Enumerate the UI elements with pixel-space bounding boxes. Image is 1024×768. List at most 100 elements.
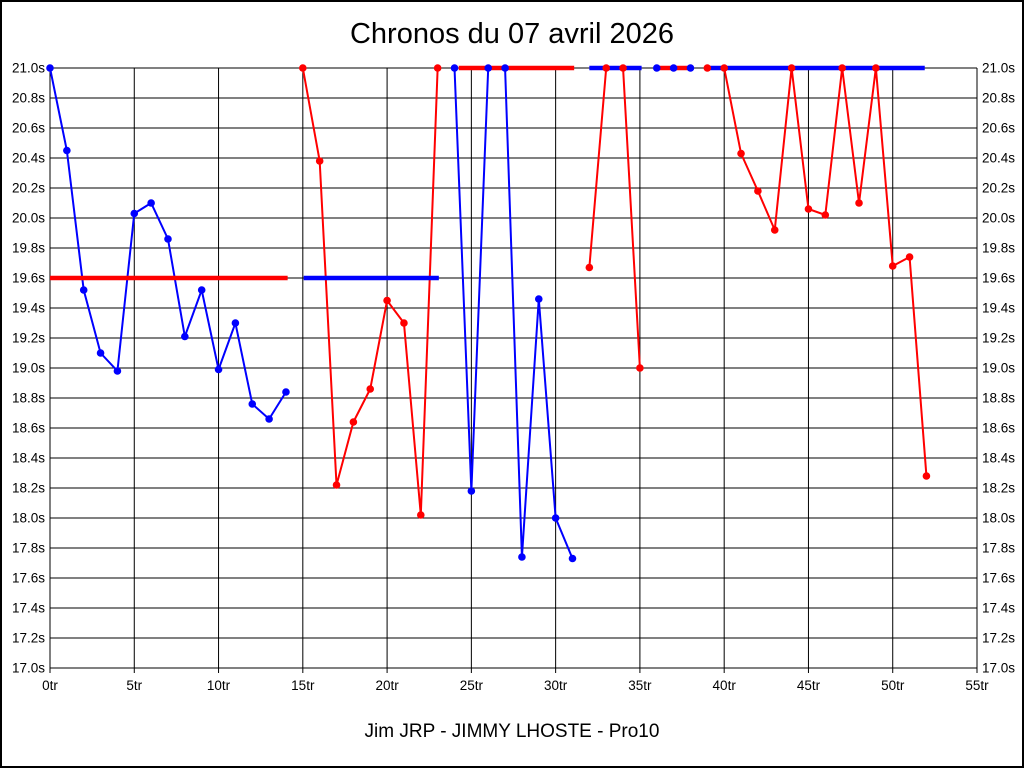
y-tick-label-left: 20.2s [12,181,45,196]
y-tick-label-right: 19.6s [982,271,1015,286]
driver-blue-point [130,209,139,218]
y-tick-label-right: 17.2s [982,631,1015,646]
y-tick-label-right: 19.0s [982,361,1015,376]
driver-red-point [299,64,307,72]
driver-red-point [433,64,442,72]
driver-red-line [707,67,928,477]
y-tick-label-left: 20.0s [12,211,45,226]
y-tick-label-right: 17.6s [982,571,1015,586]
driver-red-point [872,64,880,72]
y-tick-label-left: 21.0s [12,61,45,76]
y-tick-label-right: 17.8s [982,541,1015,556]
y-tick-label-left: 18.8s [12,391,45,406]
y-tick-label-left: 17.4s [12,601,45,616]
driver-red-point [383,296,391,305]
driver-blue-point [551,514,560,522]
y-tick-label-right: 21.0s [982,61,1015,76]
driver-red-point [754,187,762,195]
y-tick-label-right: 20.4s [982,151,1015,166]
x-tick-label: 50tr [881,678,905,693]
driver-red-point [332,481,341,489]
driver-red-point [636,364,644,372]
y-tick-label-left: 20.6s [12,121,45,136]
driver-blue-point [501,64,509,72]
driver-blue-point [197,286,206,294]
driver-red-point [737,149,745,158]
driver-blue-point [686,64,695,72]
driver-red-point [315,157,324,165]
driver-red-point [366,385,375,393]
y-tick-label-left: 20.4s [12,151,45,166]
driver-red-point [400,319,408,327]
driver-red-point [619,64,627,72]
driver-blue-point [450,64,459,72]
driver-blue-point [63,146,71,155]
y-tick-label-right: 19.8s [982,241,1015,256]
driver-red-point [905,253,914,261]
driver-red-point [602,64,610,72]
driver-red-point [888,262,897,270]
x-tick-label: 45tr [797,678,821,693]
x-tick-label: 15tr [291,678,315,693]
x-tick-label: 55tr [965,678,989,693]
y-tick-label-right: 17.0s [982,661,1015,676]
y-tick-label-right: 20.0s [982,211,1015,226]
driver-blue-point [282,388,290,396]
y-tick-label-right: 19.2s [982,331,1015,346]
chart-title: Chronos du 07 avril 2026 [349,18,675,50]
driver-red-point [821,211,830,219]
x-tick-label: 40tr [713,678,737,693]
y-tick-label-left: 18.0s [12,511,45,526]
x-tick-label: 25tr [460,678,484,693]
driver-blue-point [79,286,88,294]
driver-red-point [787,64,796,72]
driver-red-point [838,64,846,72]
x-tick-label: 10tr [207,678,231,693]
driver-red-line [301,67,439,516]
y-tick-label-right: 18.8s [982,391,1015,406]
reference-lines [50,65,925,281]
axis-tick-labels: 21.0s 21.0s 20.8s 20.8s 20.6s 20.6s 20.4s 20.4s… [12,61,1015,694]
y-tick-label-left: 18.2s [12,481,45,496]
driver-red-point [349,418,358,426]
driver-red-point [804,205,813,213]
driver-red-point [585,263,594,272]
y-tick-label-right: 17.4s [982,601,1015,616]
y-tick-label-left: 18.6s [12,421,45,436]
y-tick-label-left: 19.2s [12,331,45,346]
driver-blue-point [534,295,543,303]
driver-red-point [855,199,863,207]
x-tick-label: 20tr [375,678,399,693]
driver-blue-point [248,400,257,408]
y-tick-label-right: 20.6s [982,121,1015,136]
y-tick-label-left: 17.6s [12,571,45,586]
driver-blue-point [46,64,54,72]
chart-footer: Jim JRP - JIMMY LHOSTE - Pro10 [364,721,660,742]
y-tick-label-right: 20.8s [982,91,1015,106]
driver-blue-point [568,554,577,563]
driver-blue-line [453,67,574,559]
x-tick-label: 0tr [42,678,58,693]
y-tick-label-right: 18.4s [982,451,1015,466]
x-tick-label: 35tr [628,678,652,693]
driver-red-point [770,226,779,234]
grid-lines [49,67,978,673]
driver-blue-point [164,235,172,243]
driver-red-point [922,472,931,480]
y-tick-label-left: 17.8s [12,541,45,556]
y-tick-label-left: 19.4s [12,301,45,316]
y-tick-label-left: 17.0s [12,661,45,676]
driver-red-point [703,64,712,72]
y-tick-label-left: 17.2s [12,631,45,646]
y-tick-label-right: 18.2s [982,481,1015,496]
y-tick-label-left: 20.8s [12,91,45,106]
data-point-markers [46,64,931,563]
driver-blue-point [214,365,223,374]
driver-blue-point [96,349,105,357]
driver-blue-point [518,553,526,561]
y-tick-label-left: 18.4s [12,451,45,466]
driver-blue-point [147,199,155,207]
y-tick-label-right: 20.2s [982,181,1015,196]
driver-blue-point [113,367,122,375]
